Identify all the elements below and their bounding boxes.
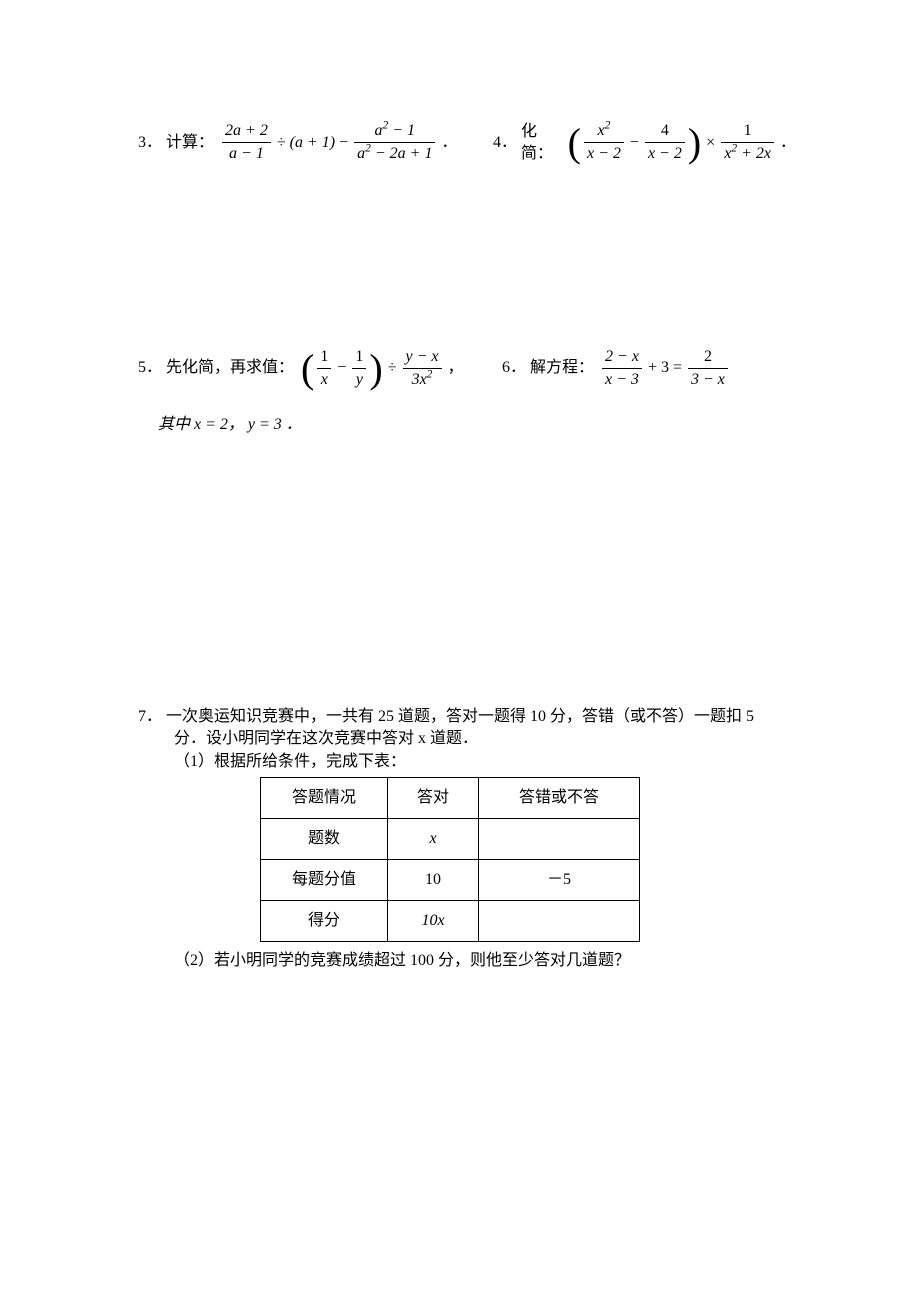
right-paren-icon: ) [369,349,382,389]
q5-line2: 其中 x = 2， y = 3 ． [158,414,800,436]
q3-frac2: a2 − 1 a2 − 2a + 1 [354,120,435,166]
table-cell [479,819,640,860]
q5-outer-frac: y − x 3x2 [403,346,442,392]
table-cell: 答题情况 [261,778,388,819]
table-cell: －5 [479,860,640,901]
q5-number: 5． [138,357,162,379]
q4-inner-frac1: x2 x − 2 [584,120,624,166]
q7-part2: （2）若小明同学的竞赛成绩超过 100 分，则他至少答对几道题？ [174,950,800,972]
table-row: 题数 x [261,819,640,860]
q4-expression: ( x2 x − 2 − 4 x − 2 ) × 1 x2 + 2x [567,120,800,166]
table-cell: 每题分值 [261,860,388,901]
q6-frac2: 2 3 − x [688,346,728,392]
q3-expression: 2a + 2 a − 1 ÷ (a + 1) − a2 − 1 a2 − 2a … [220,120,461,166]
q5-inner-frac2: 1 y [352,346,366,392]
table-cell: 得分 [261,901,388,942]
q3-number: 3． [138,132,162,154]
problem-6: 6． 解方程： 2 − x x − 3 + 3 = 2 3 − x [502,346,730,392]
q4-number: 4． [493,132,517,154]
q6-number: 6． [502,357,526,379]
problem-7: 7．一次奥运知识竞赛中，一共有 25 道题，答对一题得 10 分，答错（或不答）… [138,706,800,973]
q7-part1: （1）根据所给条件，完成下表： [174,751,800,773]
left-paren-icon: ( [301,349,314,389]
problem-5: 5． 先化简，再求值： ( 1 x − 1 y ) ÷ y − x [138,346,478,392]
table-cell: 10 [388,860,479,901]
q6-label: 解方程： [530,357,594,379]
left-paren-icon: ( [568,123,581,163]
q6-frac1: 2 − x x − 3 [602,346,642,392]
q6-expression: 2 − x x − 3 + 3 = 2 3 − x [600,346,730,392]
right-paren-icon: ) [688,123,701,163]
q3-frac1: 2a + 2 a − 1 [222,120,271,166]
q7-line1: 7．一次奥运知识竞赛中，一共有 25 道题，答对一题得 10 分，答错（或不答）… [138,706,800,728]
table-row: 答题情况 答对 答错或不答 [261,778,640,819]
table-row: 每题分值 10 －5 [261,860,640,901]
q7-line1b: 分．设小明同学在这次竞赛中答对 x 道题． [174,728,800,750]
q5-expression: ( 1 x − 1 y ) ÷ y − x 3x2 [300,346,467,392]
problem-4: 4． 化简： ( x2 x − 2 − 4 x − 2 ) × 1 [493,120,800,166]
table-cell [479,901,640,942]
q4-outer-frac: 1 x2 + 2x [721,120,774,166]
q4-label: 化简： [521,121,561,166]
q7-table: 答题情况 答对 答错或不答 题数 x 每题分值 10 －5 得分 10x [260,777,640,942]
q3-label: 计算： [166,132,214,154]
table-cell: x [388,819,479,860]
table-cell: 答错或不答 [479,778,640,819]
q5-inner-frac1: 1 x [317,346,331,392]
table-cell: 答对 [388,778,479,819]
table-row: 得分 10x [261,901,640,942]
q5-label: 先化简，再求值： [166,357,294,379]
table-cell: 题数 [261,819,388,860]
table-cell: 10x [388,901,479,942]
q4-inner-frac2: 4 x − 2 [645,120,685,166]
problem-3: 3． 计算： 2a + 2 a − 1 ÷ (a + 1) − a2 − 1 a… [138,120,469,166]
